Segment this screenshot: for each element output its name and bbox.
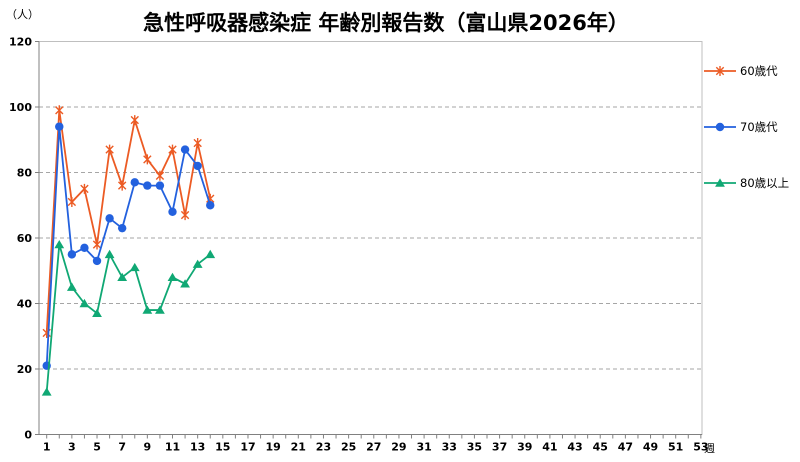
x-tick-label: 7: [118, 441, 126, 454]
x-tick-label: 19: [265, 441, 280, 454]
x-tick-label: 37: [492, 441, 507, 454]
x-tick-label: 27: [366, 441, 381, 454]
x-tick-label: 9: [144, 441, 152, 454]
legend-label: 70歳代: [740, 120, 778, 134]
x-tick-label: 35: [467, 441, 482, 454]
x-tick-labels: 1 3 5 7 9 11 13 15 17 19 21 23 25 27 29 31 33 35 37 39 41 43 4…: [43, 441, 709, 454]
x-axis-unit-label: 週: [704, 442, 715, 455]
y-axis-unit-label: （人）: [6, 8, 39, 21]
x-tick-label: 49: [643, 441, 658, 454]
x-tick-label: 21: [291, 441, 306, 454]
x-tick-label: 47: [618, 441, 633, 454]
x-tick-label: 43: [567, 441, 582, 454]
x-tick-label: 13: [190, 441, 205, 454]
series-80s-plus: [41, 239, 216, 396]
x-tick-label: 1: [43, 441, 51, 454]
y-tick-label: 60: [17, 232, 33, 245]
x-tick-label: 5: [93, 441, 101, 454]
legend-label: 60歳代: [740, 64, 778, 78]
x-tick-label: 53: [693, 441, 708, 454]
y-tick-label: 40: [17, 298, 33, 311]
series-70s-line: [45, 126, 212, 366]
y-tick-labels: 0 20 40 60 80 100 120: [9, 36, 32, 442]
x-tick-label: 15: [215, 441, 230, 454]
triangle-marker-icon: [704, 178, 736, 187]
series-80s-plus-line: [45, 244, 211, 393]
circle-marker-icon: [704, 122, 736, 132]
x-tick-label: 51: [668, 441, 683, 454]
x-tick-label: 33: [442, 441, 457, 454]
legend-label: 80歳以上: [740, 176, 790, 190]
legend-item-80s-plus: 80歳以上: [703, 175, 789, 191]
x-tick-label: 31: [416, 441, 431, 454]
x-tick-label: 11: [165, 441, 180, 454]
y-ticks: [35, 41, 39, 435]
legend-item-60s: 60歳代: [703, 63, 778, 79]
x-tick-label: 25: [341, 441, 356, 454]
legend-item-70s: 70歳代: [703, 119, 778, 135]
x-tick-label: 29: [391, 441, 406, 454]
gridlines: [39, 106, 702, 370]
x-tick-label: 41: [542, 441, 557, 454]
chart-title: 急性呼吸器感染症 年齢別報告数（富山県2026年）: [143, 11, 629, 35]
y-tick-label: 100: [9, 101, 32, 114]
x-tick-label: 17: [240, 441, 255, 454]
x-tick-label: 23: [316, 441, 331, 454]
x-ticks: [46, 434, 702, 439]
y-tick-label: 0: [24, 429, 32, 442]
asterisk-marker-icon: [704, 66, 736, 76]
x-tick-label: 3: [68, 441, 76, 454]
y-tick-label: 120: [9, 36, 32, 49]
series-70s: [42, 122, 215, 370]
y-tick-label: 80: [17, 167, 33, 180]
series-60s-line: [45, 110, 212, 334]
x-tick-label: 45: [593, 441, 608, 454]
y-tick-label: 20: [17, 363, 33, 376]
x-tick-label: 39: [517, 441, 532, 454]
legend: 60歳代 70歳代 80歳以上: [703, 0, 800, 462]
